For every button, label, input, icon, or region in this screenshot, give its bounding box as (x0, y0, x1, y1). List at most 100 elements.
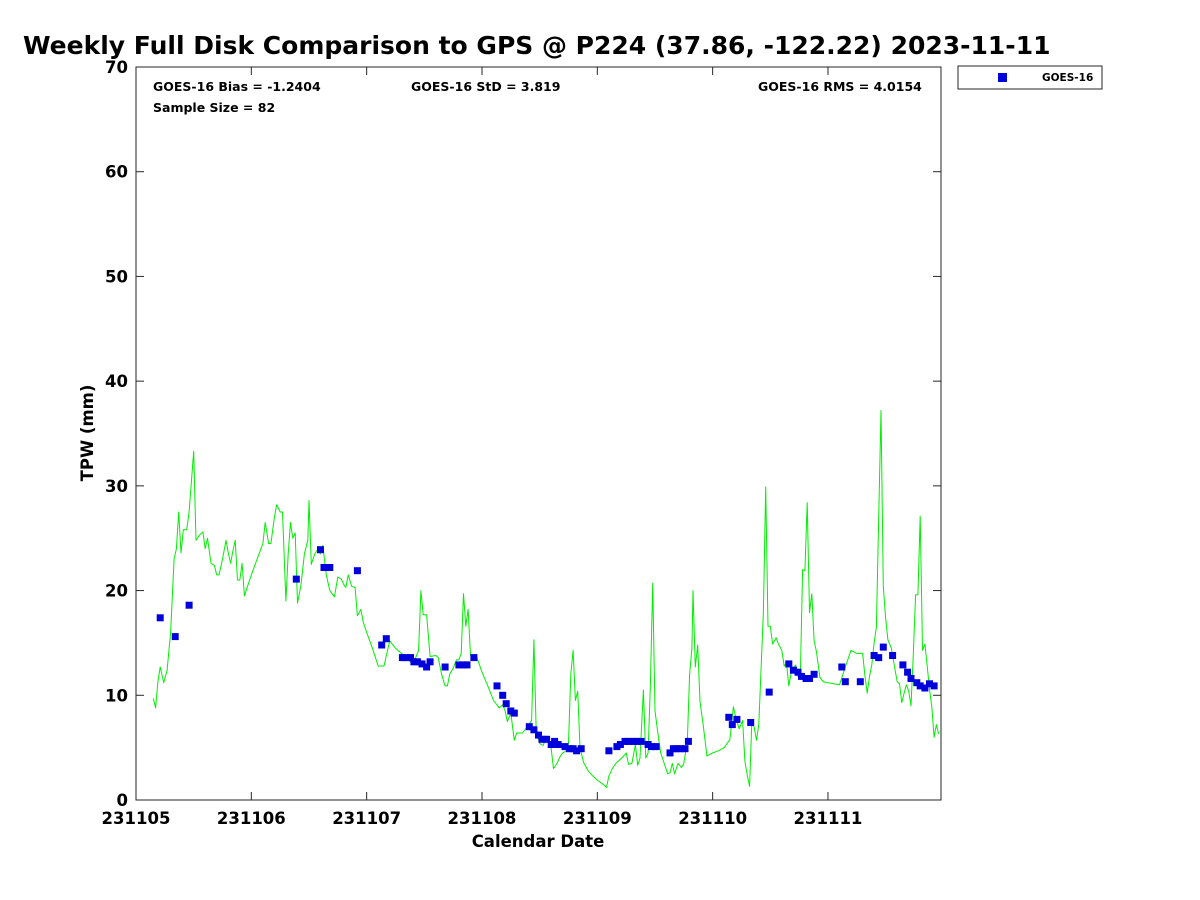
x-axis-label: Calendar Date (472, 832, 605, 851)
goes16-point (441, 663, 449, 671)
goes16-point (899, 661, 907, 669)
x-tick-label: 231105 (102, 809, 171, 828)
goes16-point (765, 688, 773, 696)
y-tick-label: 50 (105, 267, 128, 286)
y-tick-label: 60 (105, 163, 128, 182)
goes16-point (728, 721, 736, 729)
sample-size-stat: Sample Size = 82 (153, 100, 275, 115)
goes16-point (648, 743, 655, 751)
goes16-point (875, 654, 883, 662)
goes16-point (930, 682, 938, 690)
goes16-point (806, 675, 813, 682)
goes16-point (676, 745, 684, 753)
goes16-point (789, 666, 797, 674)
goes16-point (733, 715, 741, 723)
goes16-point (426, 658, 434, 666)
goes16-point (856, 678, 864, 686)
goes16-point (798, 672, 805, 680)
x-tick-label: 231108 (448, 809, 517, 828)
goes16-point (320, 564, 328, 571)
std-stat: GOES-16 StD = 3.819 (411, 79, 560, 94)
goes16-point (921, 684, 929, 692)
chart-title: Weekly Full Disk Comparison to GPS @ P22… (23, 31, 1050, 60)
goes16-series (156, 546, 938, 757)
y-axis-label: TPW (mm) (78, 385, 97, 482)
y-tick-label: 20 (105, 582, 128, 601)
goes16-point (353, 567, 361, 575)
plot-area (135, 66, 942, 801)
goes16-point (926, 680, 933, 688)
y-tick-label: 10 (105, 686, 128, 705)
goes16-point (418, 660, 426, 668)
goes16-point (725, 713, 733, 721)
goes16-point (463, 661, 471, 669)
goes16-point (681, 745, 689, 753)
goes16-point (185, 601, 193, 609)
goes16-point (916, 682, 924, 690)
goes16-point (666, 749, 674, 757)
goes16-point (156, 614, 164, 622)
goes16-point (879, 643, 887, 651)
y-axis-ticks: 0 10 20 30 40 50 60 70 (105, 58, 941, 810)
x-tick-label: 231109 (563, 809, 632, 828)
goes16-point (794, 668, 802, 676)
goes16-point (455, 661, 463, 669)
y-tick-label: 30 (105, 477, 128, 496)
goes16-point (633, 737, 640, 745)
goes16-point (525, 723, 533, 731)
y-tick-label: 40 (105, 372, 128, 391)
goes16-point (841, 678, 849, 686)
goes16-point (810, 670, 818, 678)
bias-stat: GOES-16 Bias = -1.2404 (153, 79, 321, 94)
goes16-point (502, 700, 510, 708)
goes16-point (510, 709, 518, 717)
goes16-point (616, 741, 624, 748)
x-tick-label: 231107 (332, 809, 401, 828)
goes16-point (470, 654, 478, 662)
x-tick-label: 231110 (678, 809, 747, 828)
goes16-point (838, 663, 846, 671)
goes16-point (785, 660, 793, 668)
goes16-point (493, 682, 501, 690)
goes16-point (171, 633, 179, 641)
goes16-point (326, 564, 334, 571)
goes16-point (870, 652, 878, 659)
goes16-point (904, 668, 912, 676)
goes16-point (554, 741, 562, 748)
legend-box (957, 65, 1103, 90)
goes16-point (889, 652, 897, 659)
x-tick-label: 231106 (217, 809, 286, 828)
y-tick-label: 70 (105, 58, 128, 77)
legend-label: GOES-16 (1042, 72, 1093, 84)
goes16-point (577, 745, 585, 753)
goes16-point (684, 737, 692, 745)
goes16-point (378, 641, 386, 649)
goes16-point (292, 575, 300, 583)
x-tick-label: 231111 (794, 809, 863, 828)
goes16-point (652, 743, 660, 751)
goes16-point (561, 743, 569, 751)
goes16-point (402, 654, 410, 662)
y-tick-label: 0 (117, 791, 128, 810)
goes16-point (499, 691, 507, 699)
rms-stat: GOES-16 RMS = 4.0154 (758, 79, 922, 94)
goes16-point (423, 663, 431, 671)
legend-marker (998, 73, 1007, 82)
goes16-point (637, 737, 645, 745)
goes16-point (530, 726, 538, 734)
goes16-point (382, 635, 390, 643)
goes16-point (543, 735, 551, 743)
goes16-point (907, 675, 915, 682)
goes16-point (625, 737, 632, 745)
goes16-point (317, 546, 324, 554)
goes16-point (538, 735, 546, 743)
goes16-point (407, 654, 414, 662)
goes16-point (535, 731, 542, 739)
goes16-point (413, 658, 421, 666)
x-axis-ticks: 231105 231106 231107 231108 231109 231110 2311… (102, 67, 863, 828)
legend: GOES-16 (957, 65, 1103, 90)
goes16-point (605, 747, 613, 755)
goes16-point (747, 719, 755, 726)
goes16-point (573, 747, 581, 755)
